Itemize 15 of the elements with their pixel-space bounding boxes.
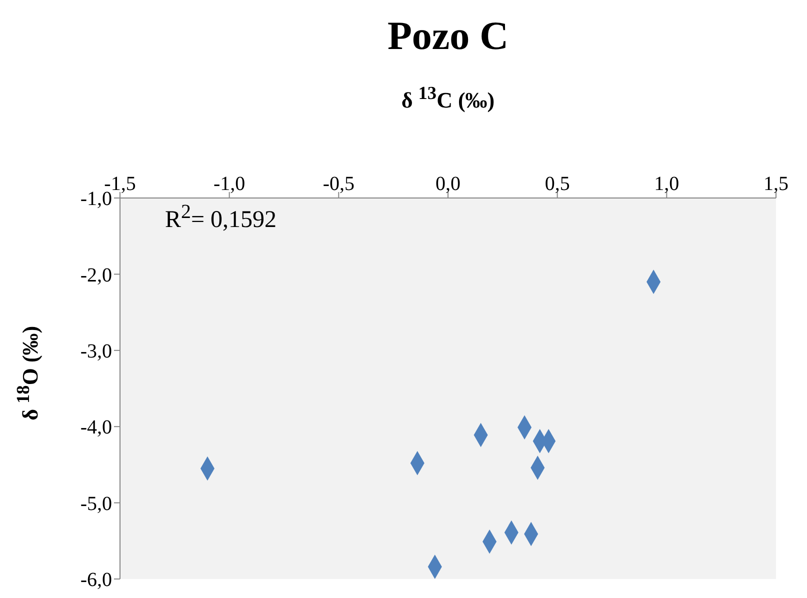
y-tick-label: -3,0 [80, 340, 112, 362]
y-tick-label: -1,0 [80, 188, 112, 210]
x-tick-label: -0,5 [322, 173, 355, 195]
y-tick-label: -6,0 [80, 569, 112, 592]
annotation: R$^{2}$= 0,1592 [165, 201, 277, 234]
y-tick-label: -2,0 [80, 264, 112, 286]
y-tick-label: -4,0 [80, 416, 112, 439]
x-tick-label: 1,0 [654, 173, 680, 195]
x-axis-title: δ $^{13}$C (‰) [400, 83, 496, 114]
chart-title: Pozo C [386, 12, 510, 59]
x-tick-label: 1,5 [764, 173, 788, 195]
x-tick-label: 0,5 [544, 173, 570, 195]
x-tick-label: 0,0 [436, 173, 460, 195]
x-tick-label: -1,0 [213, 173, 246, 195]
y-tick-label: -5,0 [80, 492, 112, 515]
